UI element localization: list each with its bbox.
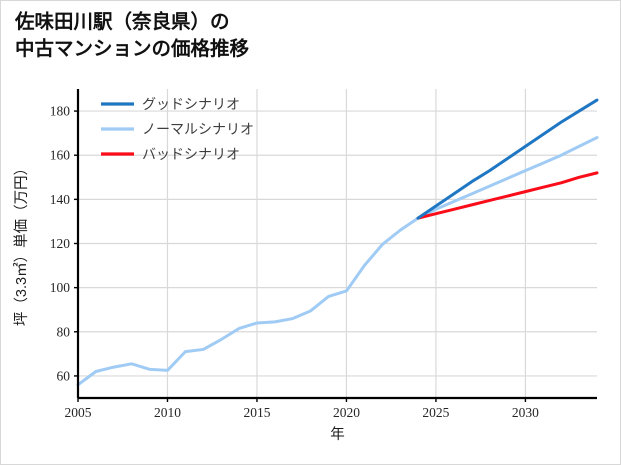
x-tick-label: 2005	[65, 405, 92, 420]
y-tick-label: 80	[57, 324, 71, 339]
x-axis-title: 年	[330, 426, 345, 443]
series-line-bad	[416, 171, 599, 220]
series-line-normal	[76, 136, 599, 387]
y-tick-label: 140	[50, 192, 71, 207]
y-axis-title: 坪（3.3㎡）単価（万円）	[13, 161, 30, 326]
x-tick-label: 2020	[333, 405, 360, 420]
series-line-good	[416, 98, 599, 220]
y-tick-label: 100	[50, 280, 71, 295]
y-tick-label: 180	[50, 104, 71, 119]
data-series-layer	[76, 98, 599, 387]
tick-labels-layer: 60 80 100 120 140 160 180 2005 2010 2015 2020 2025 2…	[50, 104, 539, 420]
chart-title: 佐味田川駅（奈良県）の 中古マンションの価格推移	[15, 11, 250, 60]
y-tick-label: 60	[57, 368, 71, 383]
gridlines	[78, 89, 597, 398]
y-tick-label: 160	[50, 148, 71, 163]
legend-label-bad: バッドシナリオ	[142, 146, 240, 162]
legend-label-good: グッドシナリオ	[142, 96, 240, 112]
x-tick-label: 2010	[154, 405, 181, 420]
y-tick-label: 120	[50, 236, 71, 251]
x-tick-label: 2015	[243, 405, 270, 420]
legend-label-normal: ノーマルシナリオ	[142, 121, 254, 137]
axis-titles-layer: 年 坪（3.3㎡）単価（万円）	[13, 161, 345, 443]
x-tick-label: 2025	[422, 405, 449, 420]
x-tick-label: 2030	[512, 405, 539, 420]
